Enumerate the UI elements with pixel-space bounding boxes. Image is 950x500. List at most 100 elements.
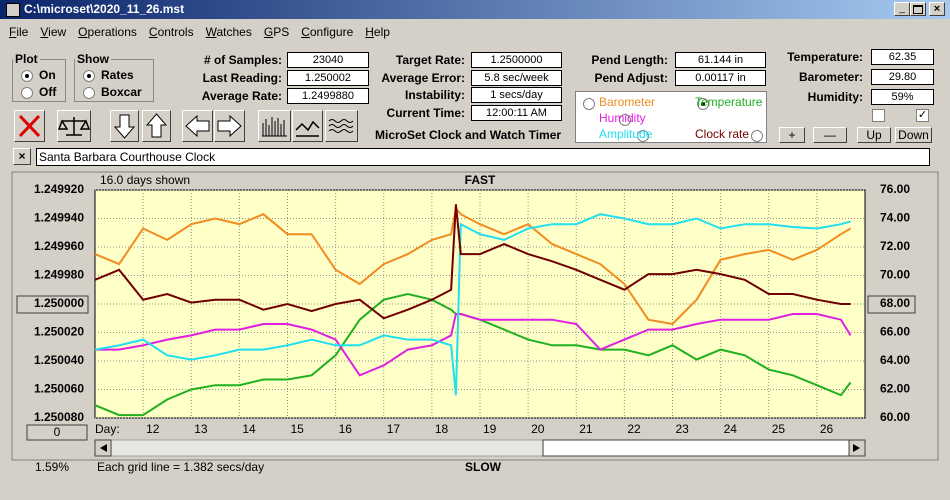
field-label: Current Time: <box>386 105 465 120</box>
menu-item[interactable]: Operations <box>78 25 137 39</box>
y-tick-label: 1.249980 <box>34 268 84 282</box>
legend-radio[interactable] <box>619 113 631 126</box>
radio-button[interactable] <box>21 69 33 82</box>
field-label: Last Reading: <box>202 71 282 85</box>
x-tick-label: 24 <box>724 422 738 436</box>
clear-button[interactable] <box>14 110 45 142</box>
field-value: 1 secs/day <box>471 87 562 103</box>
field-label: Humidity: <box>807 90 863 104</box>
maximize-button[interactable] <box>910 2 926 16</box>
close-clock-button[interactable]: × <box>13 148 31 165</box>
field-value: 23040 <box>287 52 369 68</box>
offset-button-label[interactable]: 0 <box>54 425 61 439</box>
checkbox[interactable]: ✓ <box>916 109 929 122</box>
arrow-icon <box>100 444 107 452</box>
y-tick-label: 1.250040 <box>34 353 84 367</box>
checkbox[interactable] <box>872 109 885 122</box>
menu-item[interactable]: Controls <box>148 25 194 39</box>
down-button[interactable] <box>110 110 139 142</box>
slow-label: SLOW <box>465 460 502 474</box>
option-label[interactable]: Rates <box>101 68 134 82</box>
field-label: Pend Length: <box>591 53 668 67</box>
radio-button[interactable] <box>21 86 33 99</box>
adjust-button[interactable]: Up <box>857 127 891 143</box>
field-value: 1.250002 <box>287 70 369 86</box>
adjust-button[interactable]: — <box>813 127 847 143</box>
x-tick-label: 25 <box>772 422 786 436</box>
field-value: 12:00:11 AM <box>471 104 562 121</box>
menu-bar: File View Operations Controls Watches GPS Conf… <box>9 25 402 39</box>
y-tick-label: 1.249960 <box>34 239 84 253</box>
field-label: Temperature: <box>787 50 863 64</box>
field-label: Instability: <box>404 88 465 102</box>
x-tick-label: 21 <box>579 422 593 436</box>
close-button[interactable]: × <box>929 2 945 16</box>
balance-button[interactable] <box>57 110 91 142</box>
menu-item[interactable]: Watches <box>205 25 252 39</box>
y2-tick-label: 62.00 <box>880 382 910 396</box>
histogram-button[interactable] <box>258 110 291 142</box>
field-value: 1.2499880 <box>287 88 369 104</box>
legend-radio[interactable] <box>697 97 709 110</box>
menu-item[interactable]: Configure <box>301 25 354 39</box>
x-tick-label: 23 <box>676 422 690 436</box>
x-axis-label: Day: <box>95 422 120 436</box>
legend-radio[interactable] <box>583 97 595 110</box>
field-value: 62.35 <box>871 49 934 65</box>
left-button[interactable] <box>182 110 213 142</box>
offset-button[interactable] <box>26 424 88 441</box>
clock-name-field[interactable]: Santa Barbara Courthouse Clock <box>36 148 930 166</box>
scroll-thumb[interactable] <box>542 439 850 457</box>
menu-item[interactable]: View <box>40 25 67 39</box>
field-value: 0.00117 in <box>675 69 766 86</box>
x-tick-label: 16 <box>339 422 353 436</box>
field-label: Average Rate: <box>201 89 282 103</box>
legend-label[interactable]: Barometer <box>599 95 656 109</box>
x-tick-label: 12 <box>146 422 160 436</box>
adjust-button[interactable]: + <box>779 127 805 143</box>
option-label[interactable]: Off <box>39 85 57 99</box>
grid-note: Each grid line = 1.382 secs/day <box>97 460 264 474</box>
field-value: 61.144 in <box>675 52 766 68</box>
legend-radio[interactable] <box>637 129 649 142</box>
title-bar: C:\microset\2020_11_26.mst _ × <box>0 0 950 19</box>
y2-tick-label: 60.00 <box>880 410 910 424</box>
radio-option[interactable]: On <box>21 68 65 83</box>
legend-radio[interactable] <box>751 129 763 142</box>
field-value: 5.8 sec/week <box>471 69 562 86</box>
legend-label[interactable]: Amplitude <box>599 127 653 141</box>
legend-label[interactable]: Temperature <box>695 95 763 109</box>
adjust-button[interactable]: Down <box>895 127 932 143</box>
radio-option[interactable]: Boxcar <box>83 85 153 100</box>
waves-button[interactable] <box>325 110 358 142</box>
minimize-button[interactable]: _ <box>894 2 910 16</box>
x-tick-label: 17 <box>387 422 401 436</box>
menu-item[interactable]: Help <box>365 25 390 39</box>
legend-label[interactable]: Clock rate <box>695 127 750 141</box>
menu-item[interactable]: File <box>9 25 29 39</box>
radio-option[interactable]: Off <box>21 85 65 100</box>
y2-tick-label: 68.00 <box>880 296 910 310</box>
x-tick-label: 13 <box>194 422 208 436</box>
y2-tick-label: 72.00 <box>880 239 910 253</box>
plot-group: Plot On Off <box>12 52 66 102</box>
radio-option[interactable]: Rates <box>83 68 153 83</box>
radio-button[interactable] <box>83 69 95 82</box>
legend-label[interactable]: Humidity <box>599 111 646 125</box>
radio-button[interactable] <box>83 86 95 99</box>
up-button[interactable] <box>142 110 171 142</box>
menu-item[interactable]: GPS <box>263 25 290 39</box>
line-button[interactable] <box>292 110 323 142</box>
field-value: 1.2500000 <box>471 52 562 68</box>
option-label[interactable]: Boxcar <box>101 85 142 99</box>
days-shown: 16.0 days shown <box>100 173 190 187</box>
y-tick-label: 1.250080 <box>34 410 84 424</box>
y-tick-label: 1.250060 <box>34 382 84 396</box>
option-label[interactable]: On <box>39 68 56 82</box>
field-label: Pend Adjust: <box>594 70 668 85</box>
right-button[interactable] <box>214 110 245 142</box>
center-button <box>16 295 89 314</box>
y2-tick-label: 76.00 <box>880 182 910 196</box>
